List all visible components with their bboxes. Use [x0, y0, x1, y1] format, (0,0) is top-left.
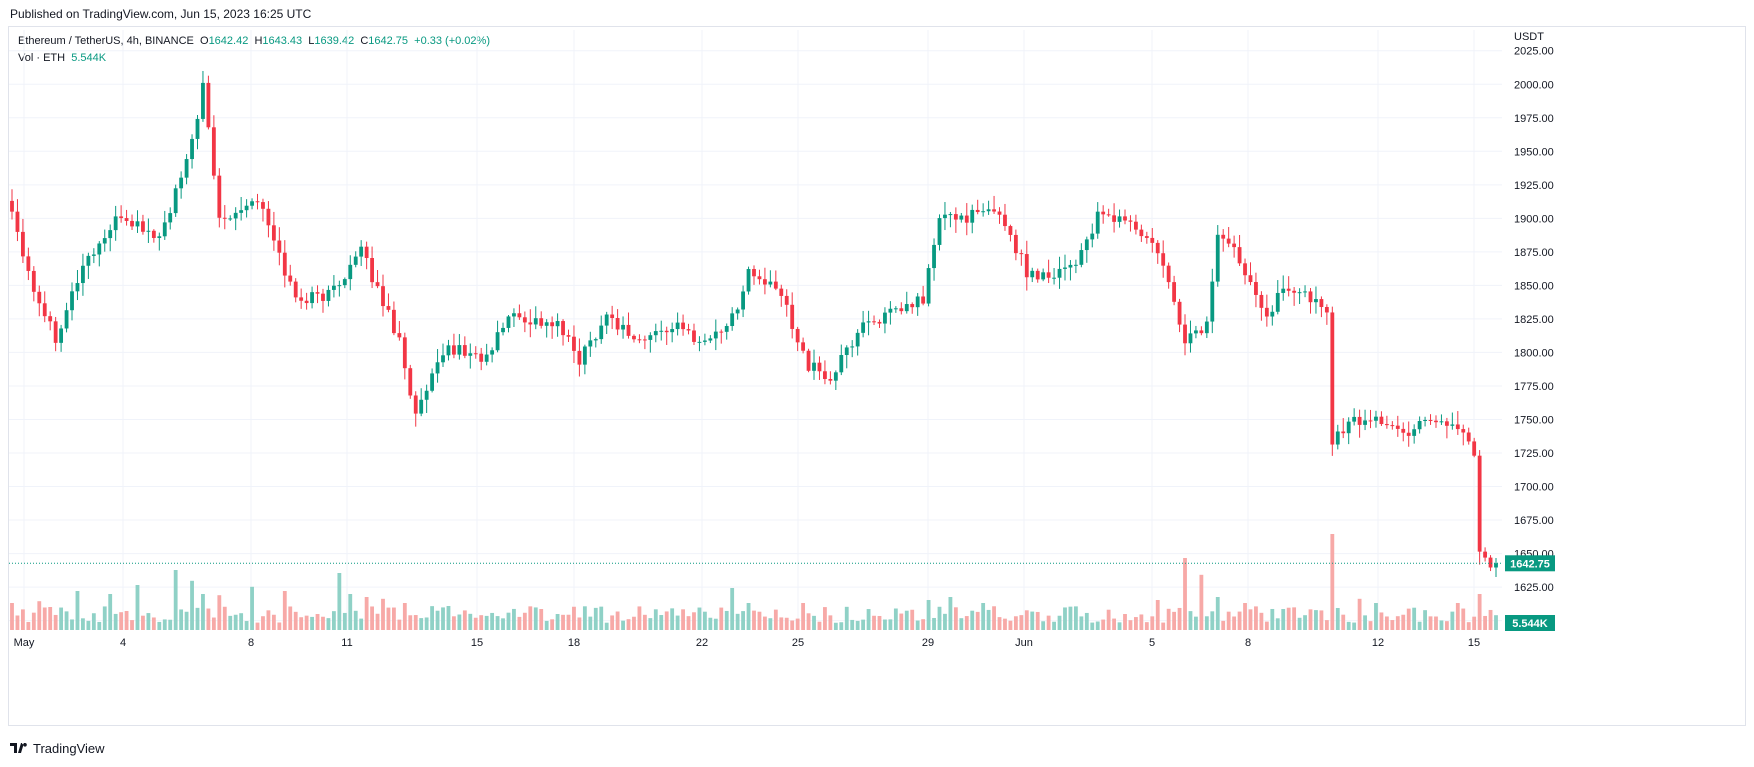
- high-value: 1643.43: [262, 35, 303, 47]
- volume-legend: Vol · ETH 5.544K: [18, 52, 106, 64]
- open-label: O: [200, 35, 209, 47]
- close-label: C: [360, 35, 369, 47]
- symbol-label: Ethereum / TetherUS, 4h, BINANCE: [18, 35, 194, 47]
- close-value: 1642.75: [368, 35, 409, 47]
- tradingview-logo-icon: [10, 743, 27, 753]
- change-value: +0.33 (+0.02%): [414, 35, 490, 47]
- footer-brand: TradingView: [10, 741, 105, 756]
- low-label: L: [308, 35, 315, 47]
- open-value: 1642.42: [208, 35, 249, 47]
- footer-brand-label: TradingView: [33, 741, 105, 756]
- ohlc-legend: Ethereum / TetherUS, 4h, BINANCE O1642.4…: [18, 35, 490, 47]
- chart-panel[interactable]: [8, 26, 1746, 726]
- high-label: H: [254, 35, 263, 47]
- volume-legend-value: 5.544K: [71, 52, 107, 64]
- low-value: 1639.42: [314, 35, 355, 47]
- published-caption: Published on TradingView.com, Jun 15, 20…: [10, 7, 312, 21]
- volume-label: Vol · ETH: [18, 52, 66, 64]
